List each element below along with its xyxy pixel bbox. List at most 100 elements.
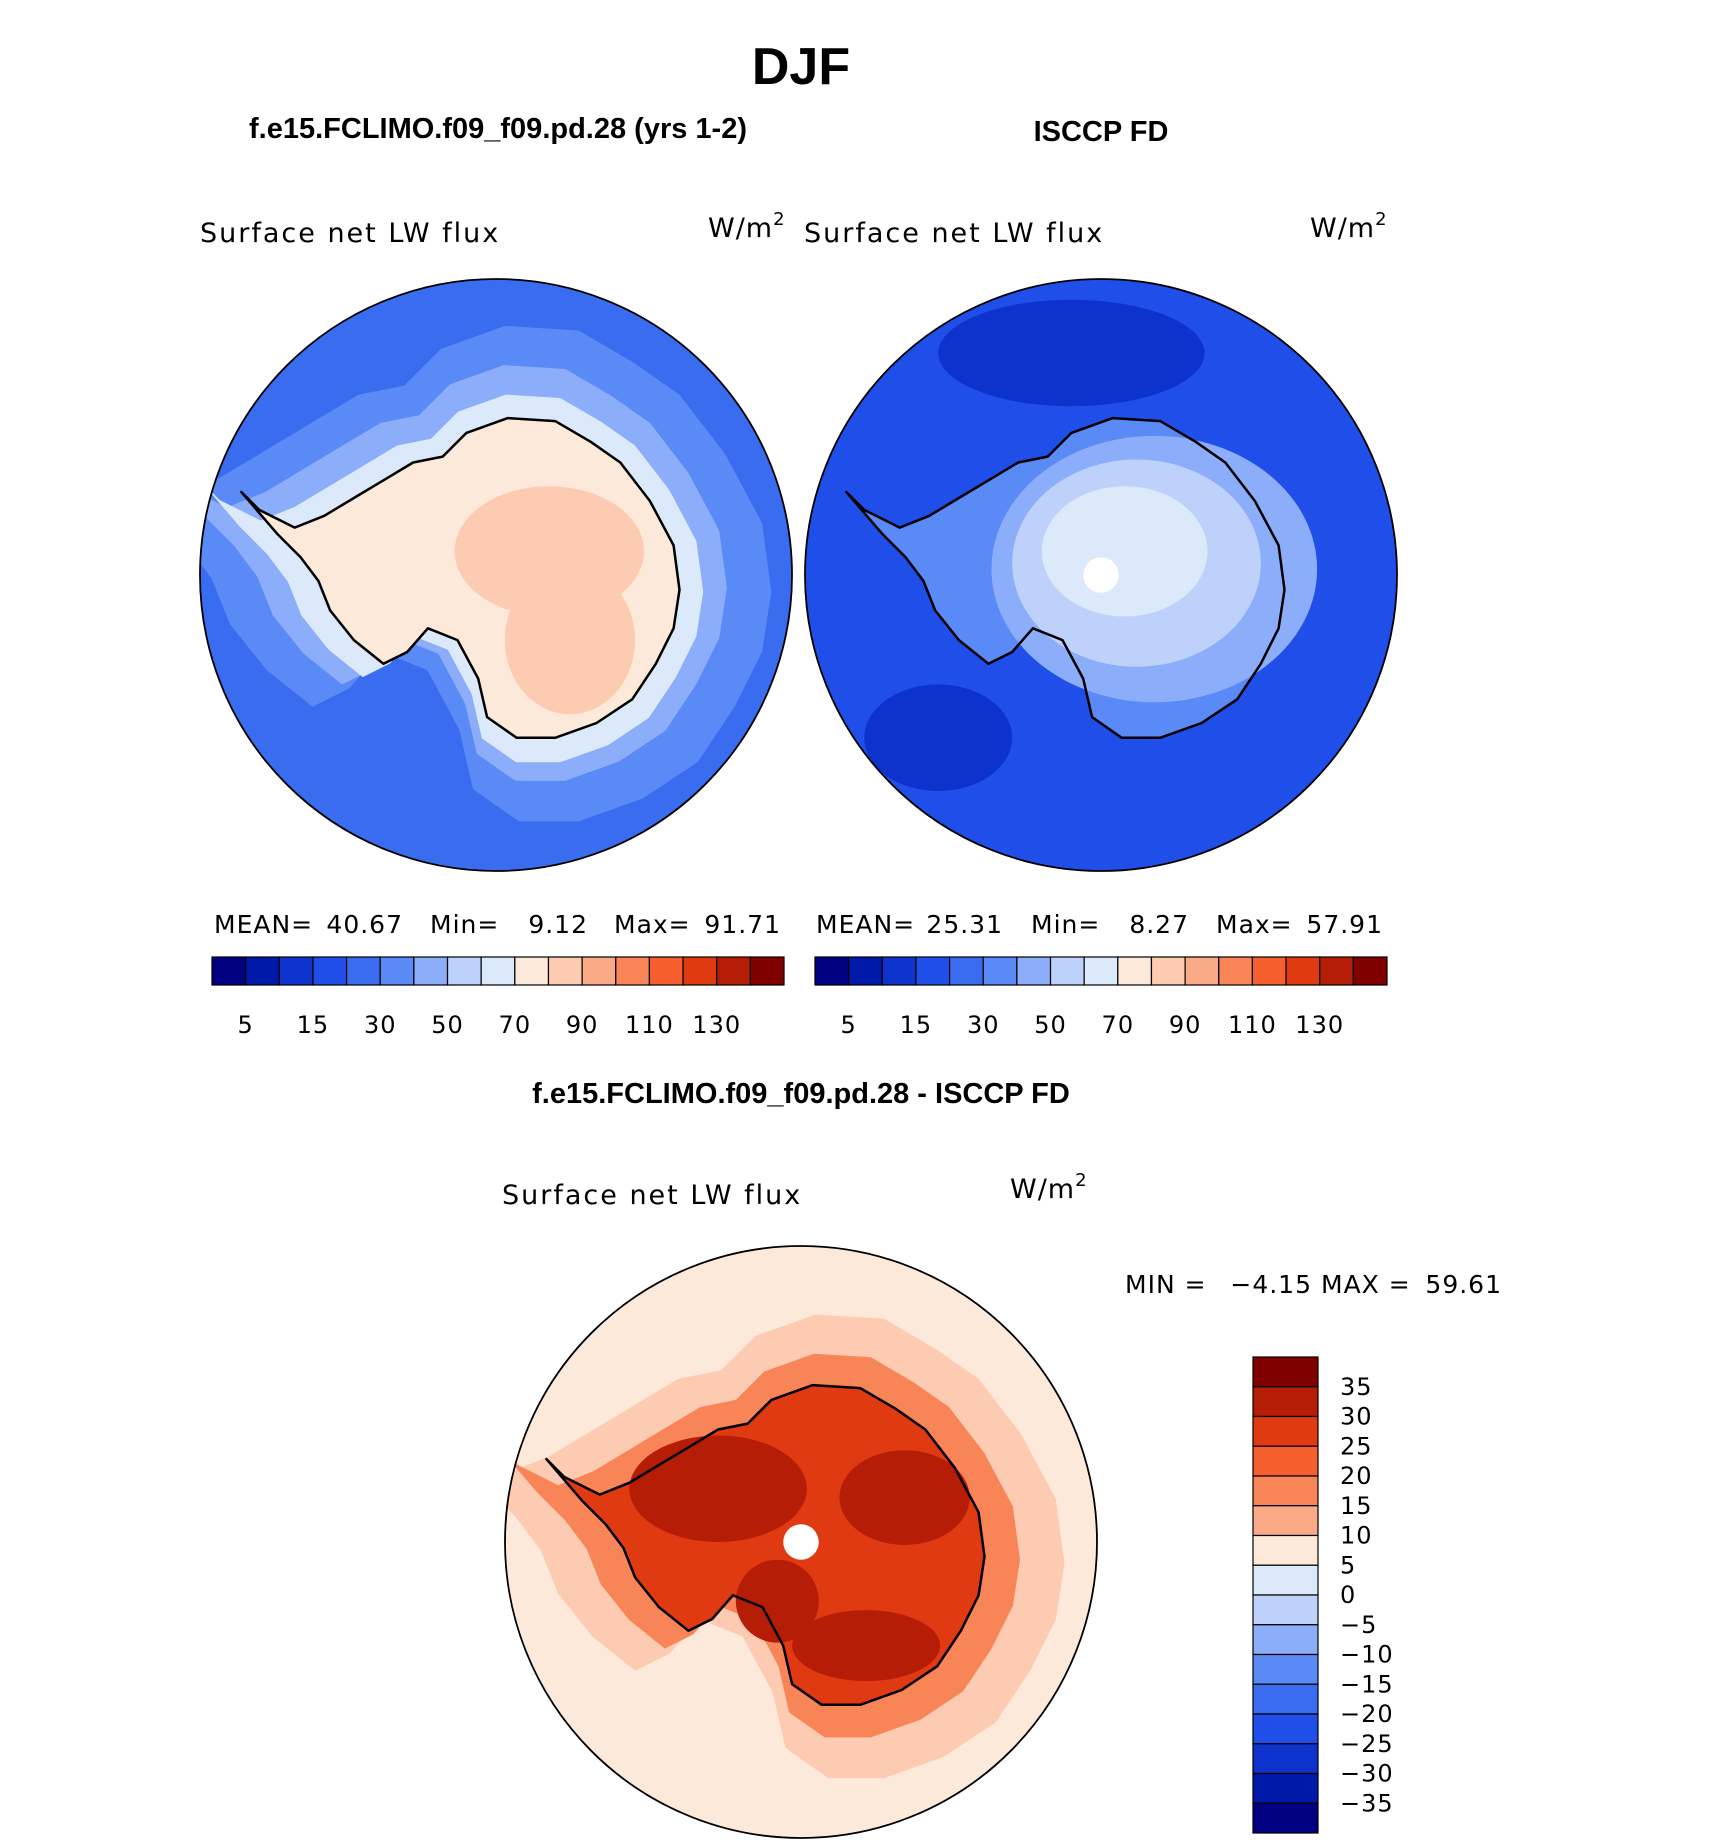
diff-cbar-tick-label: 30 (1340, 1403, 1373, 1431)
obs-cbar-swatch-0 (814, 956, 850, 986)
model-cbar-swatch-14 (682, 956, 718, 986)
diff-cbar-swatch-15 (1252, 1802, 1319, 1834)
diff-cbar-swatch-2 (1252, 1415, 1319, 1447)
model-cbar-swatch-1 (245, 956, 280, 986)
model-cbar-tick-label: 130 (692, 1011, 741, 1039)
obs-polar-map (804, 278, 1398, 872)
diff-cbar-tick-label: 5 (1340, 1551, 1356, 1579)
model-contour-fill (200, 279, 792, 871)
obs-cbar-tick-label: 70 (1102, 1011, 1135, 1039)
obs-cbar-tick-label: 5 (841, 1011, 857, 1039)
diff-contour-fill (505, 1246, 1097, 1838)
obs-mean-value: 25.31 (926, 910, 1003, 939)
obs-cbar-swatch-7 (1049, 956, 1085, 986)
diff-cbar-tick-label: 10 (1340, 1522, 1373, 1550)
model-case-title: f.e15.FCLIMO.f09_f09.pd.28 (yrs 1-2) (249, 113, 747, 145)
diff-cbar-swatch-7 (1252, 1564, 1319, 1596)
diff-cbar-swatch-11 (1252, 1683, 1319, 1715)
diff-max-label: MAX = (1321, 1270, 1411, 1299)
diff-stats: MIN = −4.15 MAX = 59.61 (1125, 1270, 1501, 1299)
obs-cbar-tick-label: 15 (900, 1011, 933, 1039)
diff-patch-6 (792, 1610, 941, 1682)
model-cbar-swatch-2 (278, 956, 314, 986)
obs-mean-label: MEAN= (816, 910, 915, 939)
model-cbar-swatch-3 (312, 956, 348, 986)
model-stats: MEAN= 40.67 Min= 9.12 Max= 91.71 (214, 910, 780, 939)
model-cbar-tick-label: 110 (625, 1011, 674, 1039)
model-cbar-swatch-5 (379, 956, 415, 986)
model-cbar-swatch-0 (211, 956, 247, 986)
model-mean-label: MEAN= (214, 910, 313, 939)
model-patch-6 (504, 566, 636, 715)
model-cbar-swatch-15 (716, 956, 751, 986)
obs-cbar-swatch-15 (1319, 956, 1354, 986)
obs-cbar-swatch-8 (1083, 956, 1119, 986)
model-polar-map (199, 278, 793, 872)
diff-cbar-tick-label: −15 (1340, 1670, 1394, 1698)
diff-cbar-swatch-4 (1252, 1475, 1319, 1507)
obs-cbar-tick-label: 30 (967, 1011, 1000, 1039)
obs-pole-mask (1083, 557, 1119, 593)
obs-cbar-swatch-2 (881, 956, 917, 986)
model-colorbar: 5 15 30 50 70 90 110 130 (211, 956, 785, 1039)
obs-cbar-swatch-3 (915, 956, 951, 986)
obs-stats: MEAN= 25.31 Min= 8.27 Max= 57.91 (816, 910, 1382, 939)
model-cbar-swatch-8 (480, 956, 516, 986)
obs-cbar-tick-label: 110 (1228, 1011, 1277, 1039)
difference-title: f.e15.FCLIMO.f09_f09.pd.28 - ISCCP FD (532, 1078, 1070, 1110)
obs-panel-header: Surface net LW flux W/m2 (804, 209, 1388, 249)
model-mean-value: 40.67 (326, 910, 403, 939)
diff-cbar-swatch-8 (1252, 1594, 1319, 1626)
obs-min-label: Min= (1031, 910, 1100, 939)
season-title: DJF (752, 38, 850, 96)
obs-colorbar: 5 15 30 50 70 90 110 130 (814, 956, 1388, 1039)
model-coastline (240, 416, 681, 740)
model-cbar-tick-label: 30 (364, 1011, 397, 1039)
diff-cbar-swatch-3 (1252, 1445, 1319, 1477)
model-cbar-tick-label: 90 (566, 1011, 599, 1039)
diff-min-value: −4.15 (1230, 1270, 1312, 1299)
diff-cbar-swatch-10 (1252, 1653, 1319, 1685)
diff-cbar-tick-label: 20 (1340, 1462, 1373, 1490)
model-units-label: W/m2 (708, 209, 786, 244)
model-cbar-tick-label: 70 (499, 1011, 532, 1039)
model-min-label: Min= (430, 910, 499, 939)
obs-cbar-swatch-16 (1352, 956, 1388, 986)
model-cbar-swatch-4 (345, 956, 381, 986)
diff-cbar-tick-label: −30 (1340, 1760, 1394, 1788)
diff-cbar-swatch-14 (1252, 1772, 1319, 1804)
obs-map-border (804, 278, 1398, 872)
diff-cbar-tick-label: −10 (1340, 1641, 1394, 1669)
diff-cbar-swatch-13 (1252, 1743, 1319, 1775)
obs-coastline (845, 416, 1286, 740)
model-map-border (199, 278, 793, 872)
obs-cbar-tick-label: 50 (1034, 1011, 1067, 1039)
diff-pole-mask (783, 1524, 819, 1560)
diff-cbar-tick-label: 15 (1340, 1492, 1373, 1520)
obs-cbar-swatch-6 (1016, 956, 1052, 986)
obs-cbar-swatch-11 (1184, 956, 1220, 986)
obs-min-value: 8.27 (1129, 910, 1189, 939)
obs-dataset-title: ISCCP FD (1034, 116, 1169, 148)
model-max-label: Max= (614, 910, 691, 939)
obs-cbar-tick-label: 90 (1169, 1011, 1202, 1039)
diff-cbar-swatch-6 (1252, 1534, 1319, 1566)
diff-cbar-swatch-5 (1252, 1505, 1319, 1537)
model-cbar-swatch-10 (547, 956, 583, 986)
model-min-value: 9.12 (528, 910, 588, 939)
model-cbar-tick-label: 15 (297, 1011, 330, 1039)
model-cbar-swatch-7 (446, 956, 482, 986)
model-cbar-swatch-16 (749, 956, 785, 986)
obs-cbar-swatch-12 (1218, 956, 1254, 986)
model-cbar-swatch-12 (615, 956, 651, 986)
obs-units-label: W/m2 (1310, 209, 1388, 244)
model-cbar-swatch-6 (413, 956, 449, 986)
diff-cbar-swatch-1 (1252, 1386, 1319, 1418)
diff-cbar-tick-label: −25 (1340, 1730, 1394, 1758)
diff-variable-label: Surface net LW flux (502, 1180, 802, 1211)
diff-units-label: W/m2 (1010, 1170, 1088, 1205)
diff-patch-4 (629, 1435, 807, 1542)
diff-patch-5 (839, 1450, 970, 1545)
